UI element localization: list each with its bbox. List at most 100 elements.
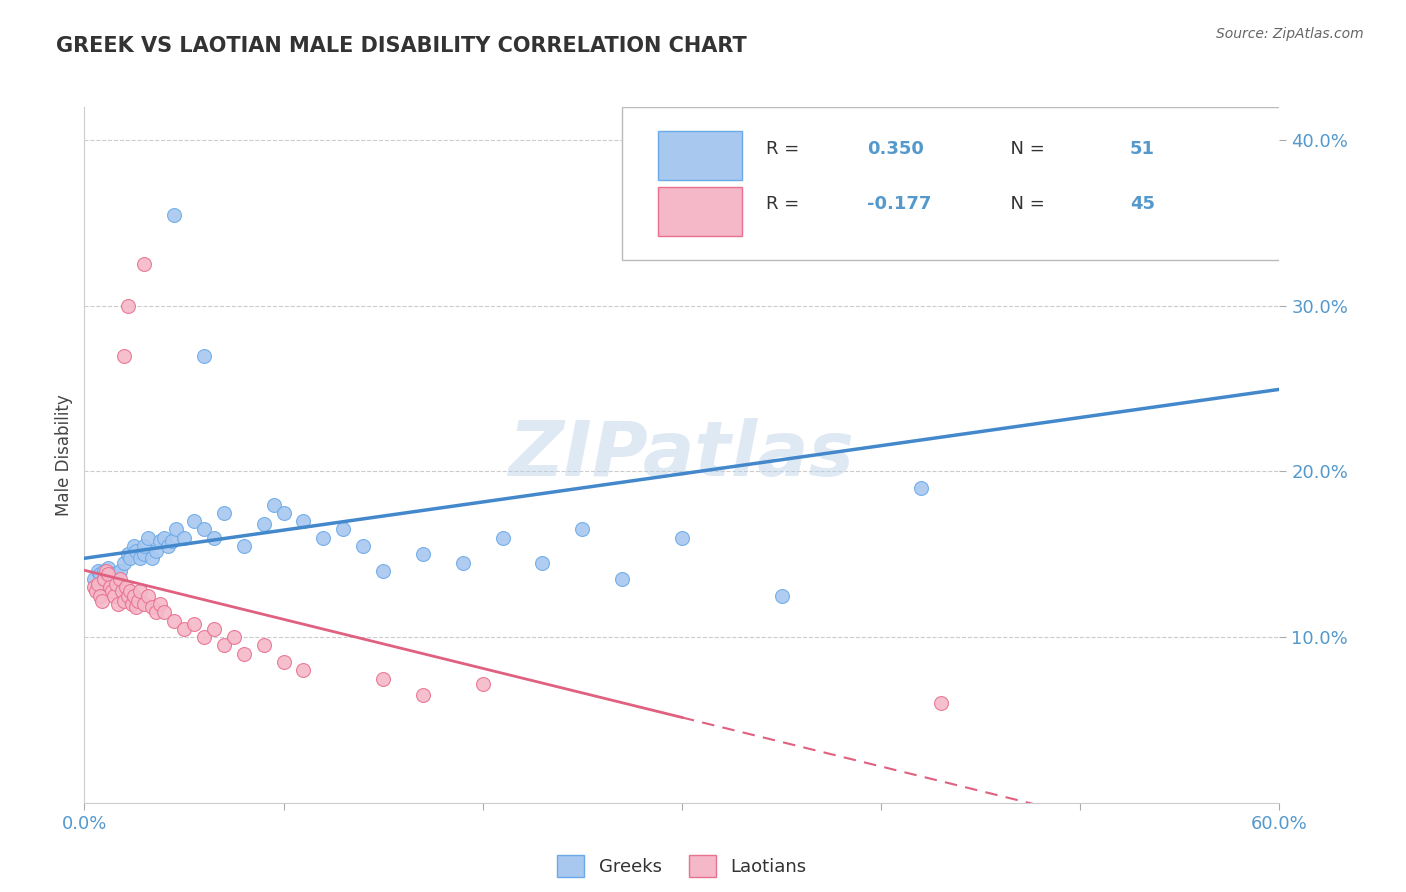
Point [111, 583, 134, 598]
Point [132, 257, 156, 271]
Point [98, 581, 121, 595]
Point [149, 534, 172, 549]
Point [97, 560, 120, 574]
Text: R =: R = [765, 140, 804, 158]
Point [671, 531, 693, 545]
Point [202, 622, 225, 636]
Point [253, 639, 276, 653]
Point [263, 498, 285, 512]
Point [122, 539, 145, 553]
Point [129, 550, 152, 565]
Point [273, 655, 295, 669]
Point [412, 688, 434, 702]
FancyBboxPatch shape [658, 187, 742, 235]
Point [125, 600, 148, 615]
Text: R =: R = [765, 195, 804, 213]
Point [120, 583, 142, 598]
Point [117, 589, 139, 603]
Point [292, 514, 315, 528]
Point [129, 583, 152, 598]
Point [193, 630, 215, 644]
Point [193, 523, 215, 537]
Point [112, 556, 135, 570]
FancyBboxPatch shape [621, 107, 1291, 260]
Text: GREEK VS LAOTIAN MALE DISABILITY CORRELATION CHART: GREEK VS LAOTIAN MALE DISABILITY CORRELA… [56, 36, 747, 55]
Point [141, 550, 163, 565]
Point [120, 550, 142, 565]
Point [183, 514, 205, 528]
Text: 0.350: 0.350 [868, 140, 924, 158]
Point [136, 531, 159, 545]
Point [193, 349, 215, 363]
Point [93, 572, 115, 586]
Point [132, 539, 156, 553]
Point [232, 539, 254, 553]
Point [273, 506, 295, 520]
Point [132, 547, 156, 561]
Point [112, 349, 135, 363]
Point [103, 589, 125, 603]
Point [127, 593, 149, 607]
Point [212, 506, 235, 520]
Text: Source: ZipAtlas.com: Source: ZipAtlas.com [1216, 27, 1364, 41]
Point [292, 663, 315, 677]
Point [91, 593, 114, 607]
Point [202, 531, 225, 545]
Point [153, 605, 176, 619]
Point [222, 630, 245, 644]
Point [93, 564, 115, 578]
Point [87, 577, 110, 591]
Text: 45: 45 [1130, 195, 1156, 213]
Point [312, 531, 335, 545]
Point [153, 531, 176, 545]
Point [371, 672, 394, 686]
Point [117, 547, 139, 561]
Point [145, 544, 167, 558]
Point [157, 539, 180, 553]
Point [253, 517, 276, 532]
Text: ZIPatlas: ZIPatlas [509, 418, 855, 491]
Point [212, 639, 235, 653]
Point [183, 616, 205, 631]
FancyBboxPatch shape [658, 131, 742, 180]
Point [122, 589, 145, 603]
Point [145, 605, 167, 619]
Point [412, 547, 434, 561]
Point [232, 647, 254, 661]
Point [89, 567, 111, 582]
Point [87, 564, 110, 578]
Text: -0.177: -0.177 [868, 195, 932, 213]
Point [105, 566, 128, 580]
Point [160, 534, 183, 549]
Point [132, 597, 156, 611]
Point [110, 572, 132, 586]
Point [371, 564, 394, 578]
Point [112, 593, 135, 607]
Point [105, 577, 128, 591]
Point [141, 600, 163, 615]
Point [121, 597, 143, 611]
Point [610, 572, 633, 586]
Point [115, 581, 138, 595]
Point [101, 570, 124, 584]
Y-axis label: Male Disability: Male Disability [55, 394, 73, 516]
Legend: Greeks, Laotians: Greeks, Laotians [550, 847, 814, 884]
Text: N =: N = [998, 195, 1050, 213]
Point [103, 569, 125, 583]
Point [83, 572, 105, 586]
Point [163, 614, 186, 628]
Point [83, 581, 105, 595]
Text: 51: 51 [1130, 140, 1156, 158]
Point [571, 523, 593, 537]
Point [117, 299, 139, 313]
Point [173, 531, 195, 545]
Point [110, 564, 132, 578]
Point [149, 597, 172, 611]
Point [770, 589, 793, 603]
Point [107, 597, 129, 611]
Point [352, 539, 374, 553]
Point [910, 481, 932, 495]
Point [93, 572, 115, 586]
Point [332, 523, 354, 537]
Point [125, 544, 148, 558]
